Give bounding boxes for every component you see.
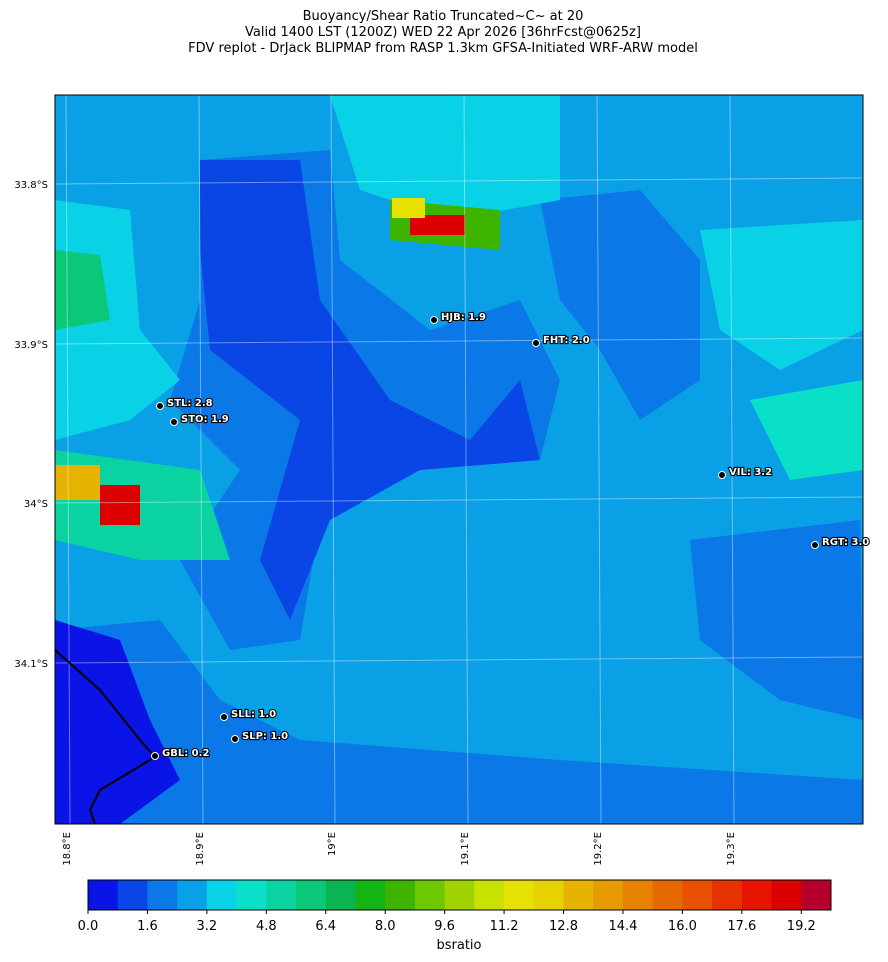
station-marker [220,713,228,721]
colorbar-swatch [741,880,773,910]
colorbar-swatch [504,880,535,910]
colorbar-swatch [712,880,743,910]
terrain-region [410,215,465,235]
station-marker [430,316,438,324]
title: Buoyancy/Shear Ratio Truncated~C~ at 20 [303,9,584,24]
map [54,94,864,825]
colorbar-swatch [533,880,565,910]
colorbar-swatch [355,880,386,910]
lat-label: 34.1°S [14,659,48,670]
colorbar-swatch [593,880,624,910]
lat-line [54,656,864,664]
colorbar-swatch [652,880,683,910]
colorbar-swatch [296,880,327,910]
colorbar-tick-label: 14.4 [608,919,637,934]
station-label: STL: 2.8 [167,398,213,409]
colorbar-tick-label: 0.0 [78,919,99,934]
colorbar-tick-label: 6.4 [315,919,336,934]
lon-line [198,94,204,825]
terrain-region [700,220,863,370]
lat-label: 34°S [24,499,48,510]
colorbar-label: bsratio [437,938,482,953]
terrain-region [55,250,110,330]
lon-label: 19°E [327,832,338,856]
terrain-region [55,620,863,824]
colorbar-tick-label: 11.2 [490,919,519,934]
station-marker [151,752,159,760]
colorbar-tick-label: 12.8 [549,919,578,934]
colorbar-tick-label: 19.2 [787,919,816,934]
colorbar-swatch [622,880,654,910]
terrain-region [690,520,863,720]
colorbar-swatch [325,880,356,910]
station-label: VIL: 3.2 [729,467,772,478]
colorbar-swatch [177,880,208,910]
lat-line [54,337,864,345]
station-label: SLP: 1.0 [242,731,288,742]
subtitle: Valid 1400 LST (1200Z) WED 22 Apr 2026 [… [245,25,641,40]
lon-line [729,94,735,825]
colorbar-swatch [236,880,267,910]
colorbar-tick-label: 9.6 [434,919,455,934]
station-label: HJB: 1.9 [441,312,486,323]
colorbar-tick-label: 16.0 [668,919,697,934]
station-marker [718,471,726,479]
terrain-region [55,620,180,824]
lat-line [54,496,864,504]
terrain-region [200,160,540,620]
station-label: RGT: 3.0 [822,537,869,548]
colorbar-tick-label: 17.6 [727,919,756,934]
station-marker [532,339,540,347]
lon-label: 18.9°E [195,832,206,866]
colorbar-swatch [385,880,416,910]
station-label: GBL: 0.2 [162,748,209,759]
station-marker [231,735,239,743]
colorbar-tick-label: 4.8 [256,919,277,934]
colorbar-swatch [444,880,475,910]
lon-line [65,94,71,825]
colorbar-tick-label: 1.6 [137,919,158,934]
colorbar-swatch [771,880,802,910]
colorbar-frame [87,879,832,911]
station-label: FHT: 2.0 [543,335,590,346]
colorbar-swatch [147,880,178,910]
terrain-region [330,95,560,220]
lat-label: 33.9°S [14,340,48,351]
station-marker [811,541,819,549]
station-label: SLL: 1.0 [231,709,276,720]
colorbar-swatch [682,880,713,910]
lon-line [463,94,469,825]
colorbar-swatch [266,880,297,910]
lat-line [54,177,864,185]
terrain-region [55,465,100,500]
colorbar-tick-label: 8.0 [375,919,396,934]
colorbar-tick-label: 3.2 [197,919,218,934]
station-marker [156,402,164,410]
colorbar-swatch [801,880,832,910]
colorbar-swatch [563,880,594,910]
colorbar-swatch [414,880,446,910]
lon-label: 19.1°E [460,832,471,866]
colorbar-swatch [88,880,119,910]
colorbar-swatch [117,880,148,910]
terrain-region [100,485,140,525]
colorbar-swatch [206,880,238,910]
station-marker [170,418,178,426]
source: FDV replot - DrJack BLIPMAP from RASP 1.… [188,41,698,56]
terrain-region [392,198,425,218]
lon-line [596,94,602,825]
lon-label: 19.2°E [593,832,604,866]
lon-label: 19.3°E [726,832,737,866]
terrain-region [750,380,863,480]
lon-line [330,94,336,825]
colorbar-swatch [474,880,505,910]
station-label: STO: 1.9 [181,414,229,425]
map-frame [54,94,864,825]
lon-label: 18.8°E [62,832,73,866]
terrain-region [540,190,700,420]
lat-label: 33.8°S [14,180,48,191]
